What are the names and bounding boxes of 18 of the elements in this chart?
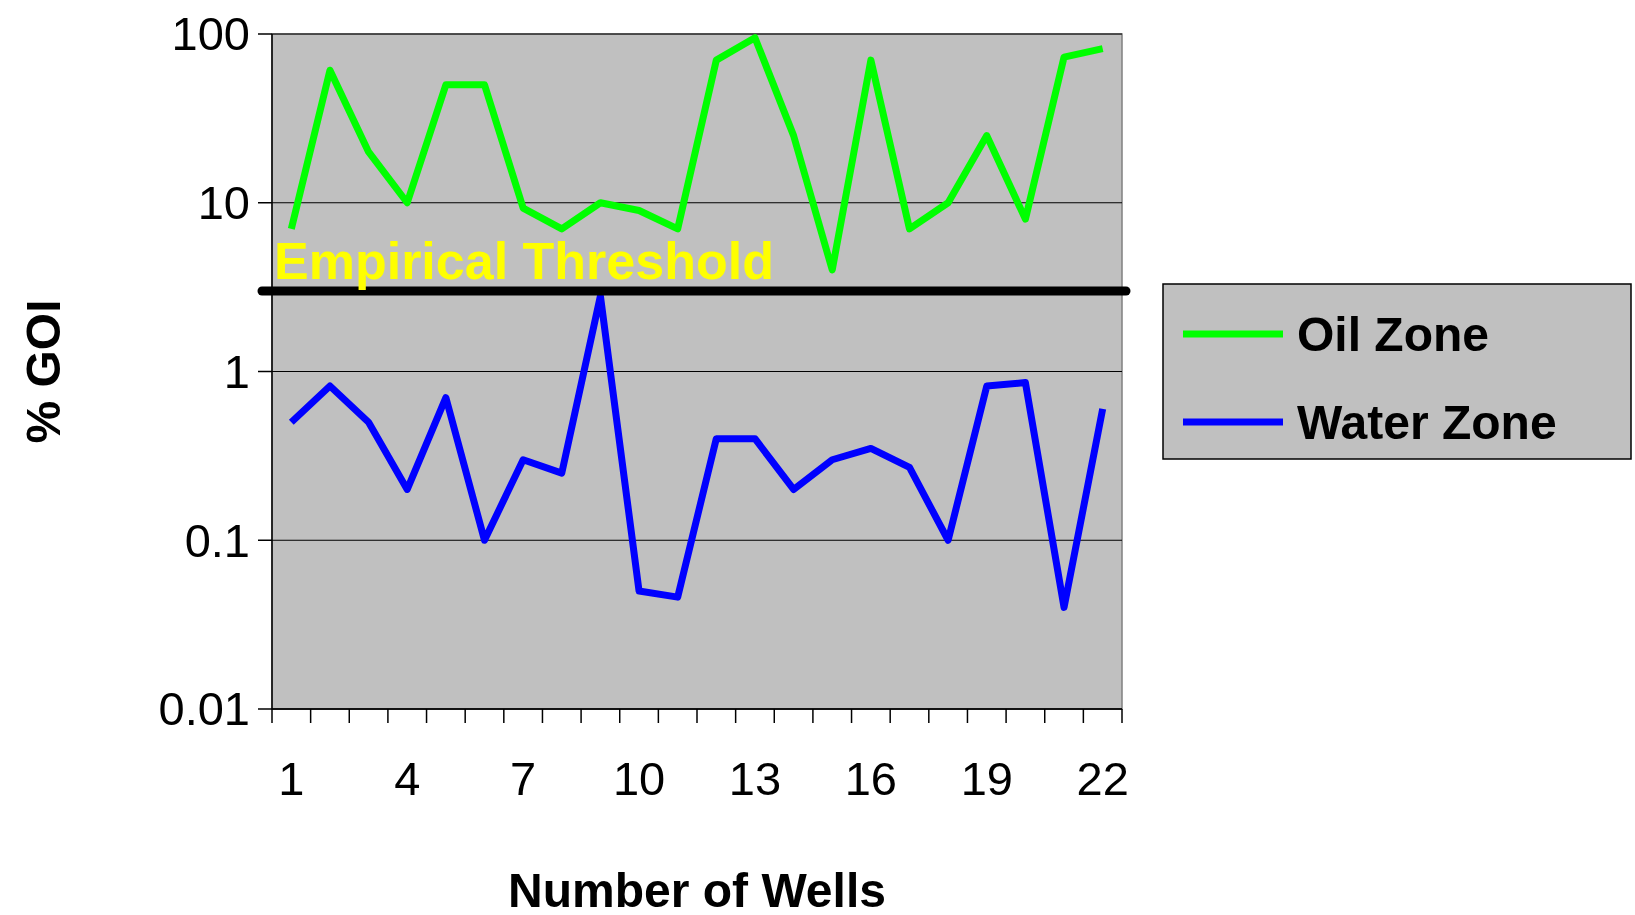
legend-label: Water Zone (1297, 395, 1557, 449)
y-tick-label: 0.1 (184, 513, 250, 567)
x-tick-label: 22 (1076, 752, 1129, 805)
y-tick-label: 1 (223, 344, 250, 398)
x-tick-label: 1 (278, 752, 305, 805)
x-tick-label: 13 (728, 752, 782, 805)
x-tick-label: 4 (394, 752, 421, 805)
ref-line-label: Empirical Threshold (274, 231, 774, 290)
x-axis-title: Number of Wells (508, 864, 886, 915)
y-tick-label: 100 (171, 7, 250, 61)
x-tick-label: 19 (960, 752, 1013, 805)
x-tick-label: 7 (510, 752, 537, 805)
x-tick-label: 10 (612, 752, 666, 805)
y-axis-title: % GOI (17, 299, 70, 444)
y-tick-label: 10 (197, 176, 250, 230)
legend-label: Oil Zone (1297, 307, 1489, 361)
x-tick-label: 16 (844, 752, 897, 805)
y-tick-label: 0.01 (158, 682, 250, 736)
